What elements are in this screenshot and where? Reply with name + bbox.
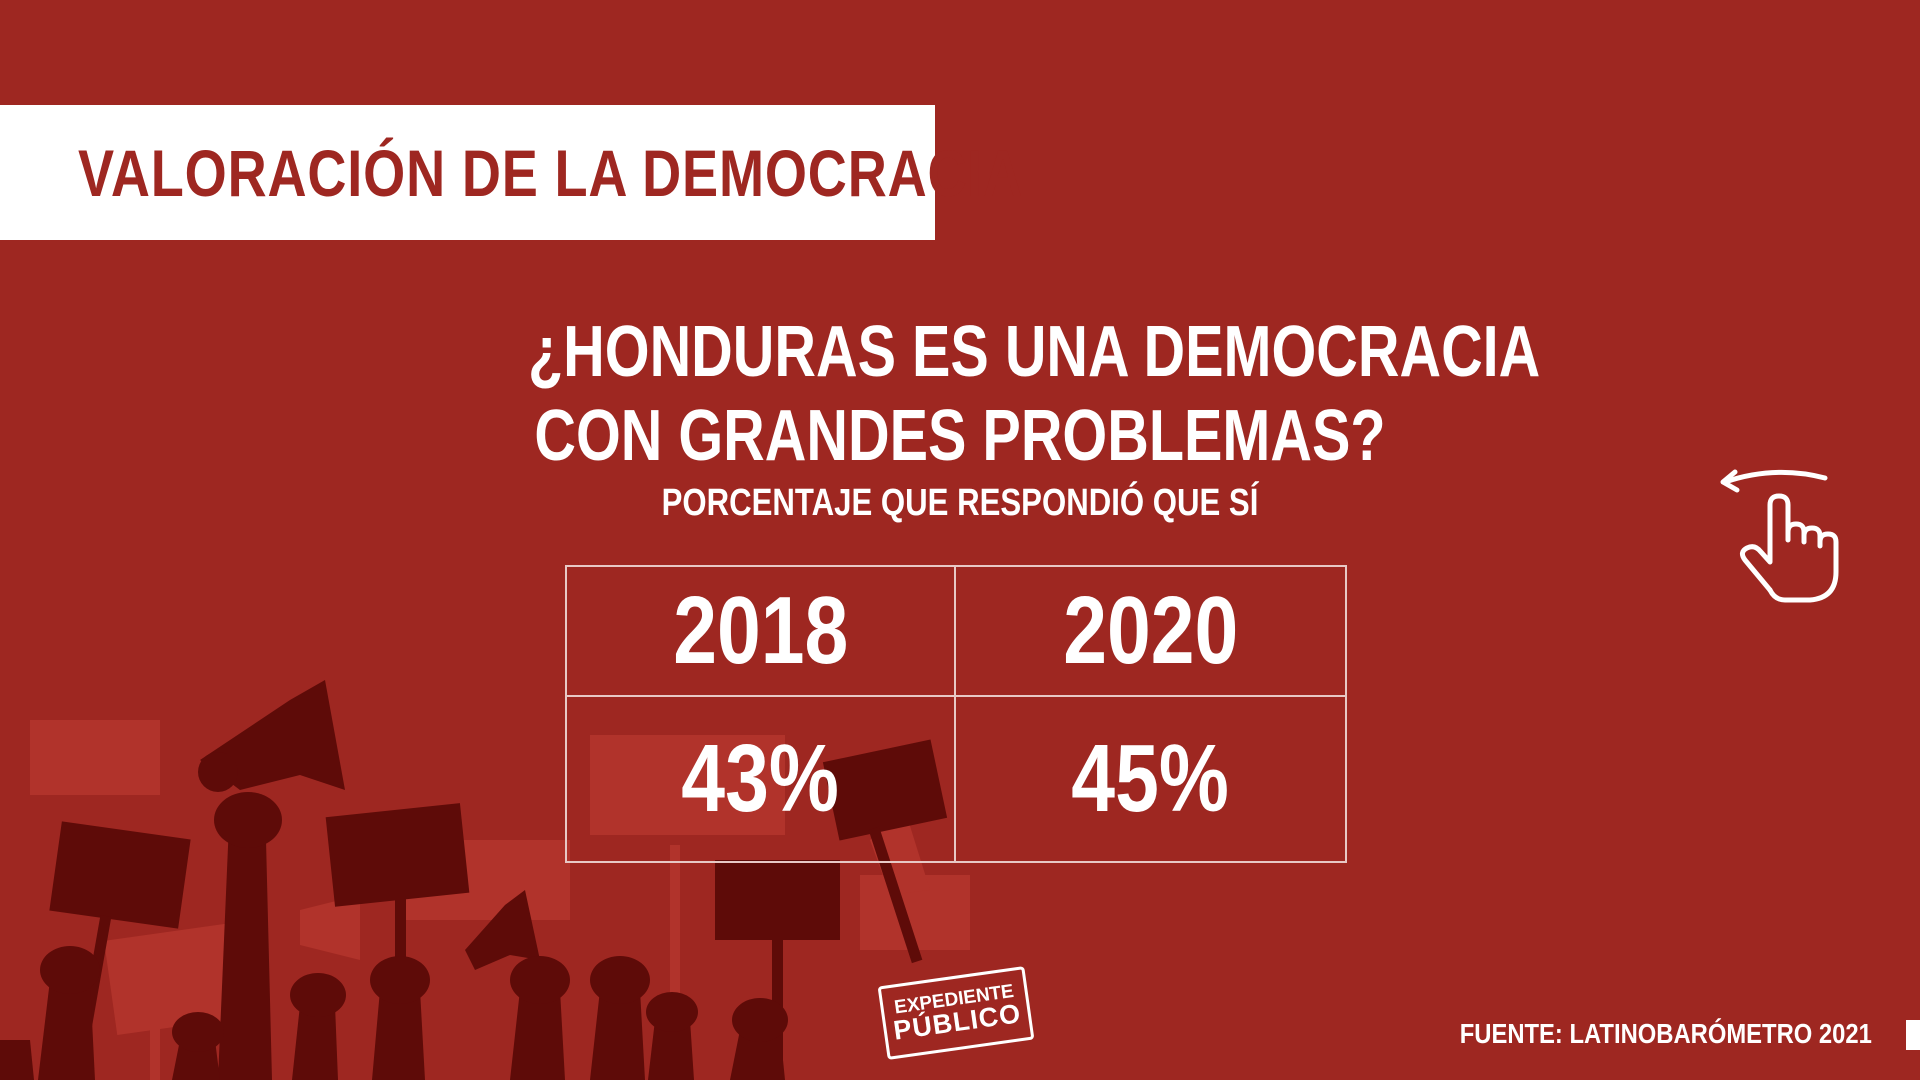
survey-question: ¿HONDURAS ES UNA DEMOCRACIA CON GRANDES …	[420, 310, 1541, 478]
table-header-cell: 2020	[956, 567, 1345, 697]
table-header-cell: 2018	[567, 567, 956, 697]
question-line-1: ¿HONDURAS ES UNA DEMOCRACIA	[528, 312, 1541, 392]
source-note: FUENTE: LATINOBARÓMETRO 2021	[1459, 1018, 1872, 1049]
percentage-value: 43%	[681, 725, 840, 832]
source-marker	[1906, 1020, 1920, 1050]
table-value-cell: 45%	[956, 697, 1345, 861]
subtitle: PORCENTAJE QUE RESPONDIÓ QUE SÍ	[661, 482, 1259, 524]
table-value-cell: 43%	[567, 697, 956, 861]
page-title: VALORACIÓN DE LA DEMOCRACIA	[78, 135, 1024, 210]
percentage-value: 45%	[1071, 725, 1230, 832]
swipe-left-hand-icon[interactable]	[1715, 460, 1865, 610]
results-table: 2018 2020 43% 45%	[565, 565, 1347, 863]
title-banner: VALORACIÓN DE LA DEMOCRACIA	[0, 105, 1022, 240]
year-label: 2020	[1062, 577, 1239, 684]
year-label: 2018	[672, 577, 849, 684]
question-line-2: CON GRANDES PROBLEMAS?	[534, 396, 1386, 476]
protest-crowd-illustration	[0, 680, 970, 1080]
